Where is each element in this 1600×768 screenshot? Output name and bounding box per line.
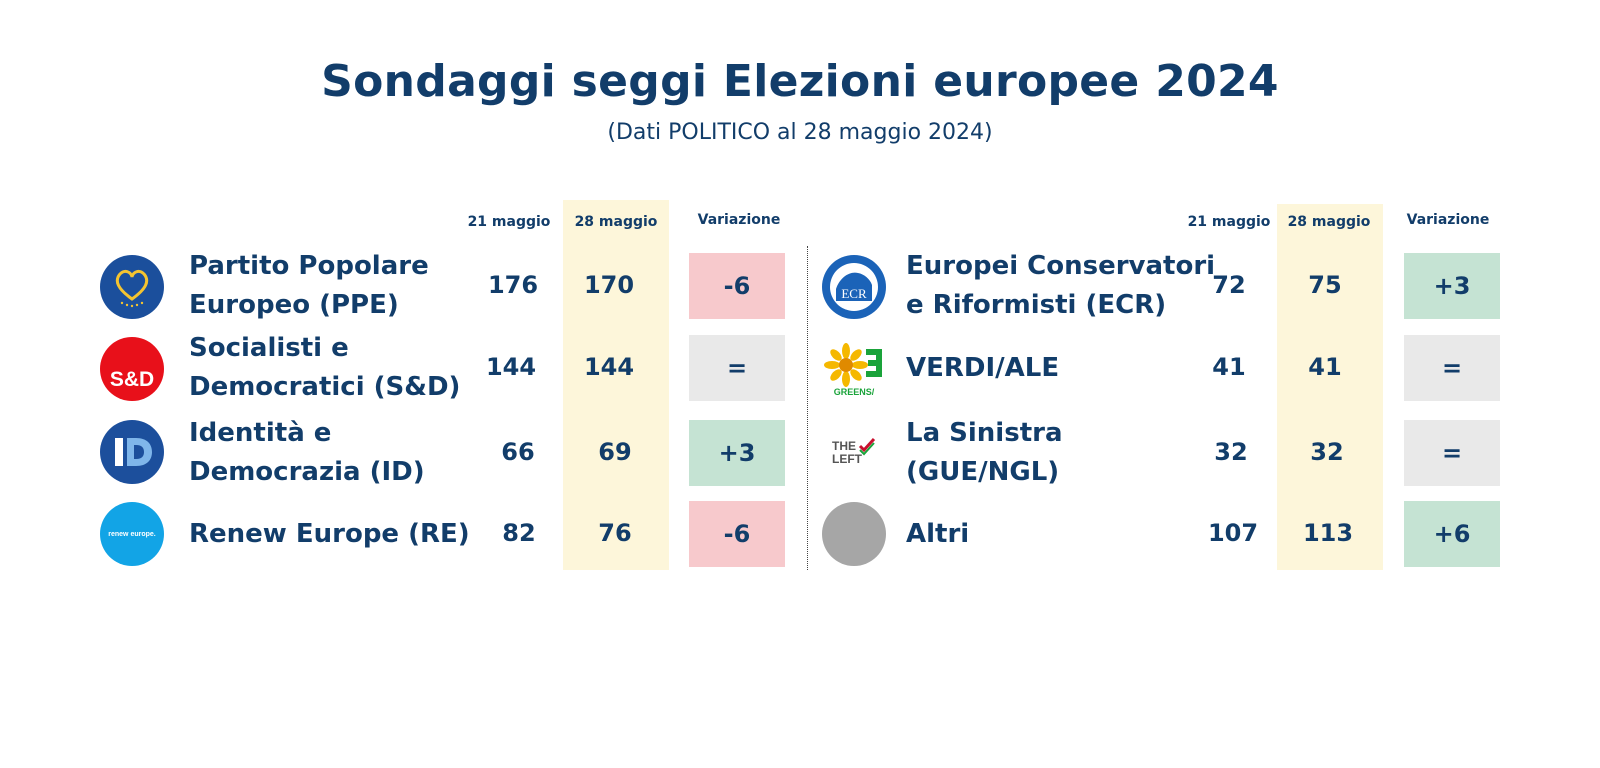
ppe-logo [100, 255, 164, 319]
the-left-check-icon: THE LEFT [832, 437, 876, 466]
ecr-logo: ECR [822, 255, 886, 319]
party-name-re: Renew Europe (RE) [189, 519, 470, 549]
prev-value-sd: 144 [485, 353, 537, 381]
ppe-heart-icon [115, 269, 149, 308]
prev-value-others: 107 [1207, 519, 1259, 547]
greens-logo: GREENS/ [822, 337, 886, 401]
sunflower-icon: GREENS/ [824, 343, 882, 397]
header-curr-right: 28 maggio [1287, 214, 1371, 230]
change-badge-re: -6 [689, 501, 785, 567]
curr-value-id: 69 [598, 438, 632, 466]
curr-value-others: 113 [1302, 519, 1354, 547]
current-column-band-right [1277, 204, 1383, 570]
curr-value-left: 32 [1310, 438, 1344, 466]
header-prev-right: 21 maggio [1187, 214, 1271, 230]
curr-value-ecr: 75 [1308, 271, 1342, 299]
header-change-right: Variazione [1406, 212, 1490, 228]
header-prev-left: 21 maggio [467, 214, 551, 230]
change-badge-greens: = [1404, 335, 1500, 401]
id-logo [100, 420, 164, 484]
change-badge-ecr: +3 [1404, 253, 1500, 319]
svg-text:LEFT: LEFT [832, 452, 863, 466]
party-name-others: Altri [906, 519, 970, 549]
sd-logo: S&D [100, 337, 164, 401]
svg-text:GREENS/: GREENS/ [834, 387, 875, 397]
header-change-left: Variazione [697, 212, 781, 228]
party-name-ecr: Europei Conservatori e Riformisti (ECR) [906, 251, 1216, 320]
party-name-greens: VERDI/ALE [906, 353, 1060, 383]
prev-value-re: 82 [502, 519, 536, 547]
change-badge-left: = [1404, 420, 1500, 486]
the-left-logo: THE LEFT [822, 420, 886, 484]
page-subtitle: (Dati POLITICO al 28 maggio 2024) [607, 120, 993, 145]
prev-value-id: 66 [501, 438, 535, 466]
ecr-lion-icon: ECR [830, 263, 878, 311]
header-curr-left: 28 maggio [574, 214, 658, 230]
party-name-id: Identità e Democrazia (ID) [189, 418, 425, 487]
party-name-ppe: Partito Popolare Europeo (PPE) [189, 251, 429, 320]
svg-text:THE: THE [832, 439, 856, 453]
others-logo [822, 502, 886, 566]
current-column-band-left [563, 200, 669, 570]
svg-text:ECR: ECR [841, 286, 867, 301]
prev-value-left: 32 [1214, 438, 1248, 466]
column-divider [807, 246, 808, 570]
curr-value-re: 76 [598, 519, 632, 547]
page-title: Sondaggi seggi Elezioni europee 2024 [321, 56, 1279, 107]
renew-logo: renew europe. [100, 502, 164, 566]
curr-value-ppe: 170 [583, 271, 635, 299]
change-badge-sd: = [689, 335, 785, 401]
party-name-sd: Socialisti e Democratici (S&D) [189, 333, 461, 402]
curr-value-greens: 41 [1308, 353, 1342, 381]
prev-value-greens: 41 [1212, 353, 1246, 381]
party-name-left: La Sinistra (GUE/NGL) [906, 418, 1063, 487]
prev-value-ecr: 72 [1212, 271, 1246, 299]
curr-value-sd: 144 [583, 353, 635, 381]
change-badge-ppe: -6 [689, 253, 785, 319]
prev-value-ppe: 176 [487, 271, 539, 299]
id-letters-icon [115, 438, 152, 466]
change-badge-others: +6 [1404, 501, 1500, 567]
change-badge-id: +3 [689, 420, 785, 486]
